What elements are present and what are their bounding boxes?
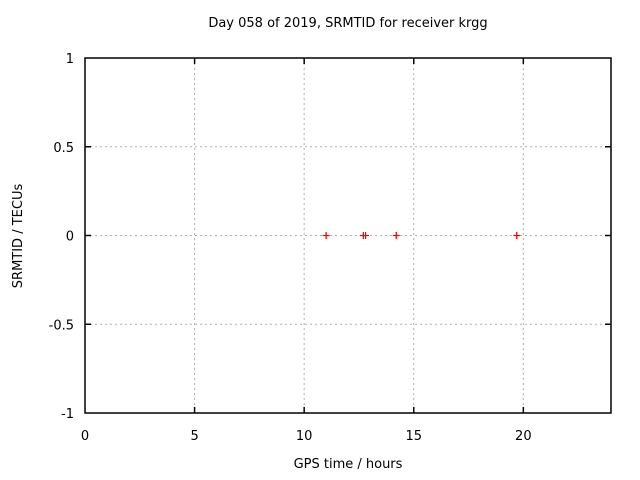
plot-border <box>84 57 612 414</box>
x-tick-label: 10 <box>296 429 313 444</box>
y-tick-label: -1 <box>61 407 74 422</box>
x-tick-label: 20 <box>515 429 532 444</box>
data-point-marker <box>362 232 370 239</box>
y-tick-labels: 1 0.5 0 -0.5 -1 <box>49 52 74 422</box>
data-point-marker <box>392 232 400 239</box>
x-tick-label: 5 <box>190 429 198 444</box>
tick-marks <box>85 58 611 413</box>
x-tick-labels: 0 5 10 15 20 <box>81 429 532 444</box>
chart-title: Day 058 of 2019, SRMTID for receiver krg… <box>208 16 487 31</box>
x-tick-label: 15 <box>405 429 422 444</box>
y-axis-label: SRMTID / TECUs <box>11 184 26 289</box>
y-tick-label: 1 <box>66 52 74 67</box>
x-tick-label: 0 <box>81 429 89 444</box>
gridlines <box>85 58 611 413</box>
data-point-marker <box>513 232 521 239</box>
y-tick-label: -0.5 <box>49 318 74 333</box>
data-point-marker <box>322 232 330 239</box>
data-points <box>322 232 521 239</box>
x-axis-label: GPS time / hours <box>294 457 403 472</box>
y-tick-label: 0.5 <box>53 141 74 156</box>
y-tick-label: 0 <box>66 230 74 245</box>
